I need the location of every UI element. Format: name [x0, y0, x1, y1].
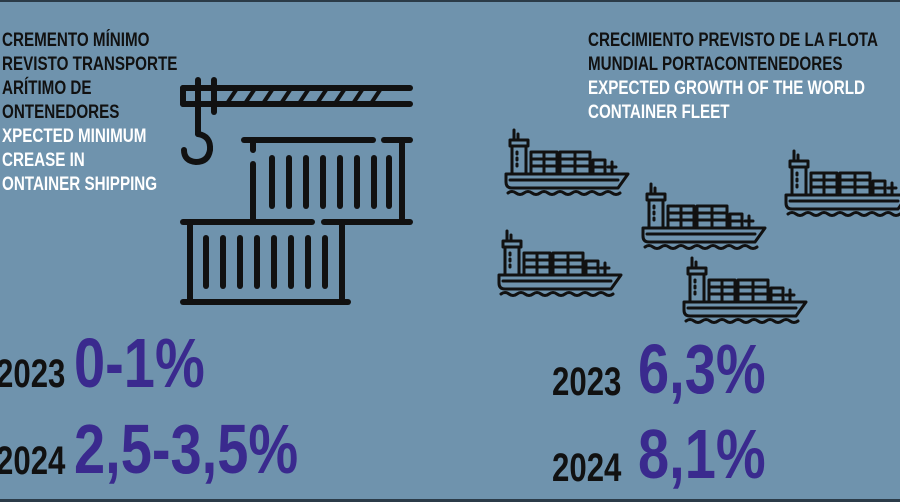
right-heading-en-line: EXPECTED GROWTH OF THE WORLD — [588, 78, 865, 99]
right-heading-es-line: CRECIMIENTO PREVISTO DE LA FLOTA — [588, 30, 878, 51]
right-year-2023: 2023 — [552, 360, 622, 404]
crane-containers-icon — [180, 77, 413, 305]
left-value-2024: 2,5-3,5% — [74, 410, 299, 488]
left-heading-es-line: REVISTO TRANSPORTE — [2, 54, 178, 75]
left-heading-es-line: ARÍTIMO DE — [2, 78, 92, 99]
left-heading-en-line: CREASE IN — [2, 150, 85, 171]
right-heading-en-line: CONTAINER FLEET — [588, 102, 730, 123]
left-value-2023: 0-1% — [74, 324, 205, 402]
right-value-2024: 8,1% — [638, 415, 766, 493]
right-year-2024: 2024 — [552, 446, 622, 490]
container-ship-icon — [497, 229, 623, 297]
left-heading-en-line: XPECTED MINIMUM — [2, 126, 147, 147]
container-ship-icon — [641, 182, 767, 250]
right-value-2023: 6,3% — [638, 330, 766, 408]
container-ship-icon — [504, 128, 630, 196]
left-year-2024: 2024 — [0, 439, 66, 483]
left-heading: CREMENTO MÍNIMO REVISTO TRANSPORTE ARÍTI… — [2, 29, 177, 197]
left-heading-es-line: CREMENTO MÍNIMO — [2, 30, 150, 51]
right-heading-es-line: MUNDIAL PORTACONTENEDORES — [588, 54, 843, 75]
left-heading-en-line: ONTAINER SHIPPING — [2, 174, 158, 195]
left-heading-es-line: ONTENEDORES — [2, 102, 120, 123]
container-ship-icon — [784, 149, 900, 217]
right-heading: CRECIMIENTO PREVISTO DE LA FLOTA MUNDIAL… — [588, 29, 878, 125]
container-ship-icon — [682, 256, 808, 324]
left-year-2023: 2023 — [0, 352, 66, 396]
